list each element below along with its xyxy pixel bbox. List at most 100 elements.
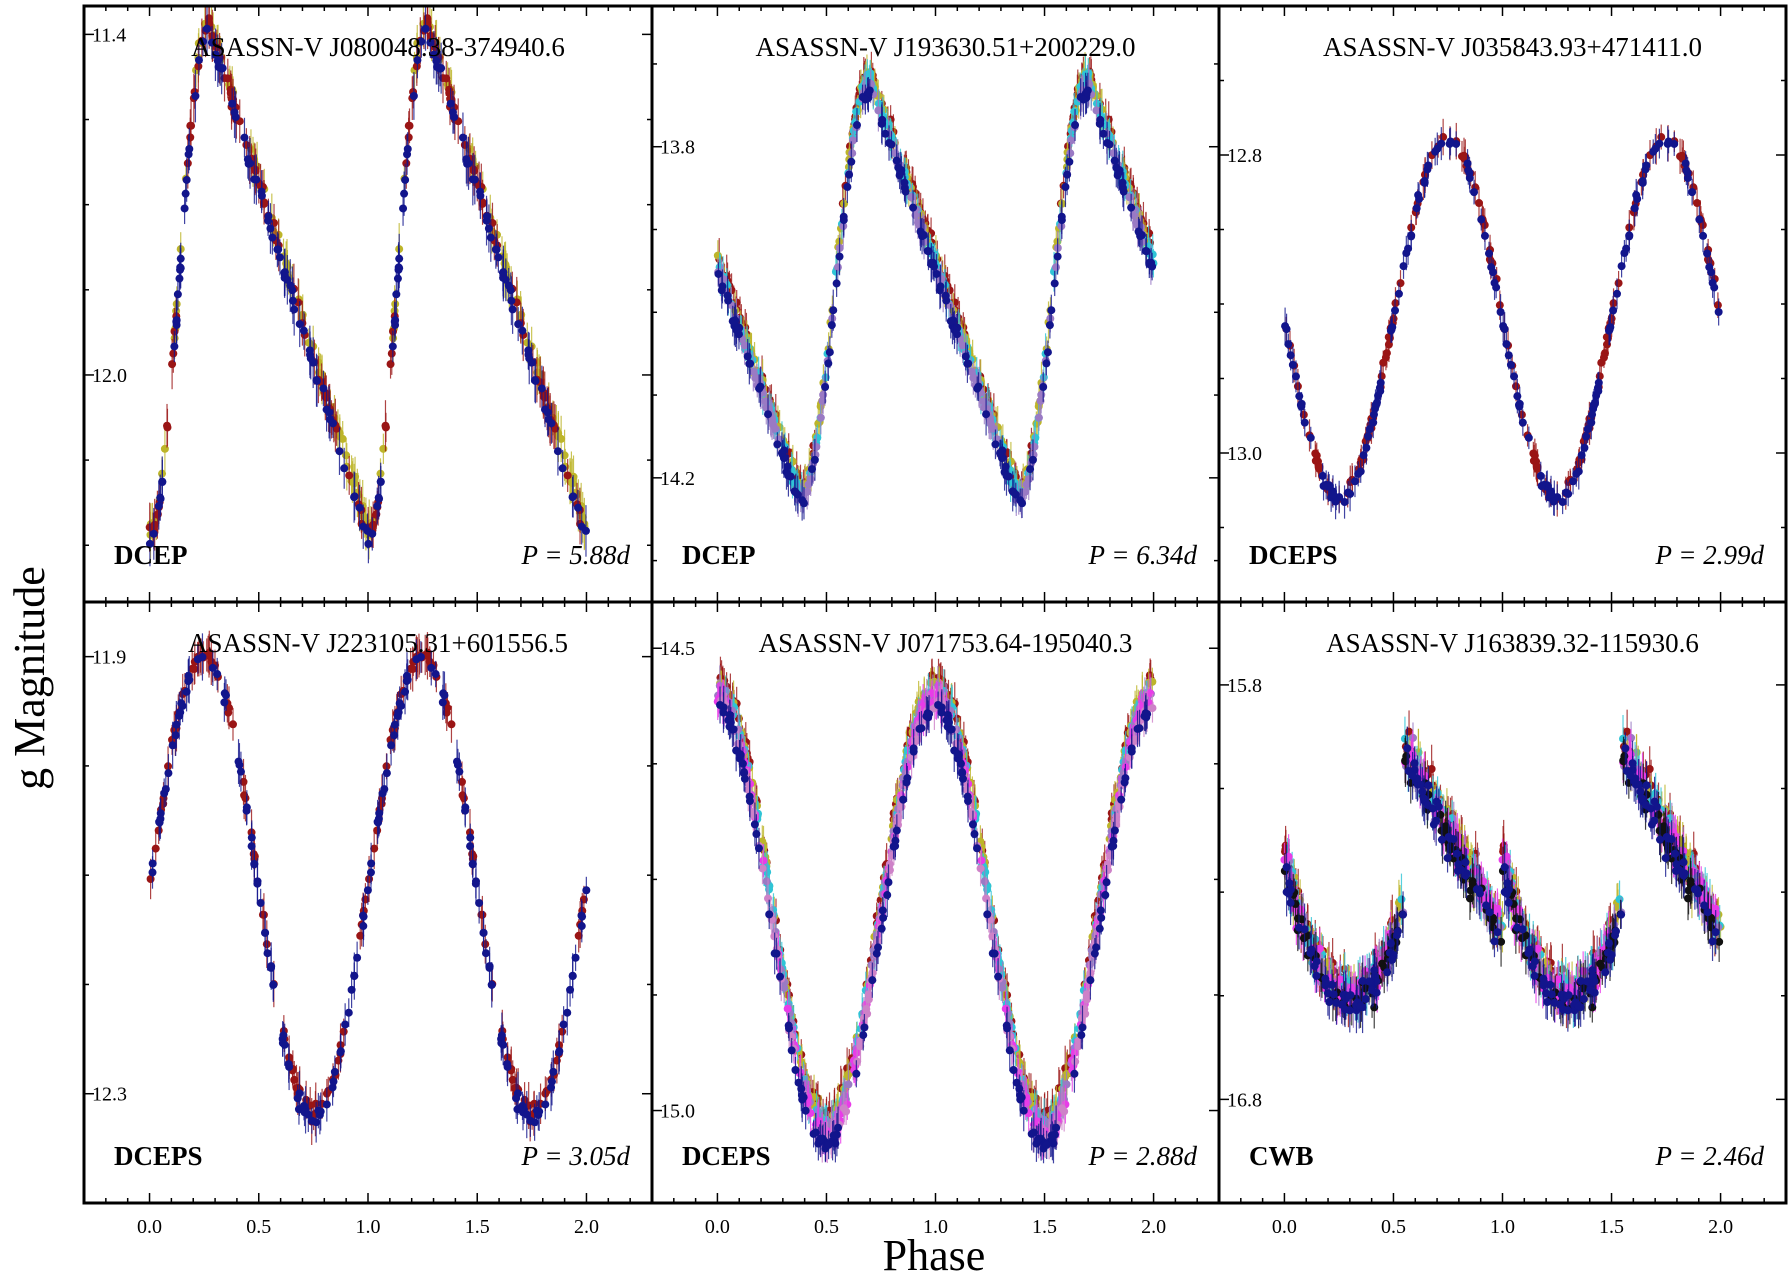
data-point <box>370 844 379 853</box>
data-point <box>1372 398 1381 407</box>
data-point <box>223 74 232 83</box>
data-point <box>432 56 441 65</box>
data-point <box>369 520 378 529</box>
data-point <box>909 203 918 212</box>
data-point <box>388 342 397 351</box>
data-point <box>833 263 842 272</box>
data-point <box>1009 488 1018 497</box>
data-point <box>180 204 189 213</box>
panel-title: ASASSN-V J080048.38-374940.6 <box>191 32 565 62</box>
data-point <box>950 325 959 334</box>
data-point <box>1515 399 1524 408</box>
data-point <box>236 767 245 776</box>
data-point <box>375 809 384 818</box>
data-point <box>366 868 375 877</box>
data-point <box>350 492 359 501</box>
data-point <box>275 253 284 262</box>
data-point <box>571 953 580 962</box>
data-point <box>958 341 967 350</box>
data-point <box>485 962 494 971</box>
data-point <box>557 434 566 443</box>
data-point <box>1057 212 1066 221</box>
data-point <box>1572 469 1581 478</box>
data-point <box>1463 159 1472 168</box>
data-point <box>307 1116 316 1125</box>
data-point <box>421 24 430 33</box>
data-point <box>1710 283 1719 292</box>
data-point <box>1604 326 1613 335</box>
y-tick-label: 13.0 <box>1227 443 1262 465</box>
data-point <box>325 408 334 417</box>
data-point <box>373 502 382 511</box>
data-point <box>185 145 194 154</box>
data-point <box>887 140 896 149</box>
data-point <box>191 91 200 100</box>
data-point <box>1681 159 1690 168</box>
data-point <box>1599 353 1608 362</box>
x-tick-label: 0.5 <box>246 1216 271 1238</box>
data-point <box>158 478 167 487</box>
data-point <box>416 652 425 661</box>
data-point <box>784 471 793 480</box>
data-point <box>894 163 903 172</box>
x-tick-label: 1.5 <box>465 1216 490 1238</box>
data-point <box>284 1060 293 1069</box>
period-label: P = 3.05d <box>521 1141 631 1171</box>
data-point <box>1506 360 1515 369</box>
data-point <box>1364 432 1373 441</box>
data-point <box>825 348 834 357</box>
data-point <box>764 410 773 419</box>
data-points <box>146 630 591 1146</box>
data-point <box>819 390 828 399</box>
data-point <box>847 157 856 166</box>
data-point <box>941 291 950 300</box>
data-point <box>523 338 532 347</box>
data-point <box>376 478 385 487</box>
data-point <box>792 478 801 487</box>
data-point <box>1350 477 1359 486</box>
data-point <box>861 95 870 104</box>
data-point <box>1134 227 1143 236</box>
data-point <box>486 233 495 242</box>
data-point <box>1002 471 1011 480</box>
data-point <box>1714 307 1723 316</box>
data-point <box>541 1100 550 1109</box>
data-point <box>171 731 180 740</box>
data-point <box>991 440 1000 449</box>
data-point <box>149 529 158 538</box>
y-tick-label: 12.3 <box>92 1084 127 1106</box>
data-point <box>163 421 172 430</box>
data-point <box>1424 161 1433 170</box>
data-point <box>224 703 233 712</box>
data-point <box>305 346 314 355</box>
period-label: P = 5.88d <box>521 540 631 570</box>
data-point <box>878 119 887 128</box>
data-point <box>900 178 909 187</box>
x-tick-label: 2.0 <box>574 1216 599 1238</box>
data-point <box>172 720 181 729</box>
data-point <box>1558 498 1567 507</box>
data-point <box>381 421 390 430</box>
data-point <box>347 985 356 994</box>
data-point <box>1065 157 1074 166</box>
data-point <box>364 539 373 548</box>
data-point <box>891 149 900 158</box>
data-point <box>402 159 411 168</box>
data-point <box>1092 106 1101 115</box>
data-point <box>207 38 216 47</box>
variable-type-label: DCEPS <box>114 1141 203 1171</box>
data-point <box>1010 478 1019 487</box>
data-point <box>832 279 841 288</box>
data-point <box>806 475 815 484</box>
data-point <box>1699 231 1708 240</box>
data-point <box>916 227 925 236</box>
data-point <box>843 182 852 191</box>
data-point <box>299 326 308 335</box>
data-point <box>426 38 435 47</box>
data-point <box>504 281 513 290</box>
data-point <box>194 56 203 65</box>
data-point <box>1293 382 1302 391</box>
data-point <box>150 520 159 529</box>
data-point <box>355 503 364 512</box>
data-point <box>403 145 412 154</box>
